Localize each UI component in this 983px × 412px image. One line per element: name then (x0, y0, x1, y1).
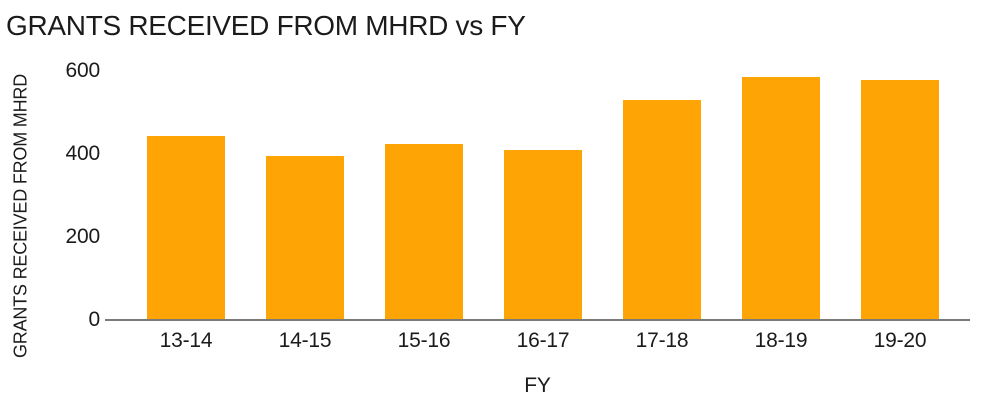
x-tick-label: 15-16 (397, 329, 451, 352)
y-tick-label: 200 (65, 225, 101, 249)
bar-14-15 (266, 156, 344, 320)
bar-19-20 (861, 79, 939, 320)
bar-16-17 (504, 150, 582, 320)
x-axis-line (105, 319, 970, 321)
chart-title: GRANTS RECEIVED FROM MHRD vs FY (6, 10, 526, 41)
y-axis-tick-labels: 0 200 400 600 (0, 0, 101, 412)
bar-15-16 (385, 143, 463, 320)
x-tick-label: 18-19 (754, 329, 808, 352)
y-tick-label: 400 (65, 142, 101, 166)
y-tick-label: 0 (88, 308, 101, 331)
x-tick-label: 13-14 (159, 329, 213, 352)
x-tick-label: 17-18 (635, 329, 689, 352)
plot-area (105, 0, 970, 320)
x-tick-label: 14-15 (278, 329, 332, 352)
x-tick-label: 19-20 (873, 329, 927, 352)
x-axis-title: FY (524, 374, 551, 397)
x-axis-tick-labels: 13-14 14-15 15-16 16-17 17-18 18-19 19-20 (105, 328, 970, 354)
bar-18-19 (742, 77, 820, 320)
bar-17-18 (623, 100, 701, 320)
y-tick-label: 600 (65, 59, 101, 83)
bar-13-14 (147, 135, 225, 320)
x-tick-label: 16-17 (516, 329, 570, 352)
